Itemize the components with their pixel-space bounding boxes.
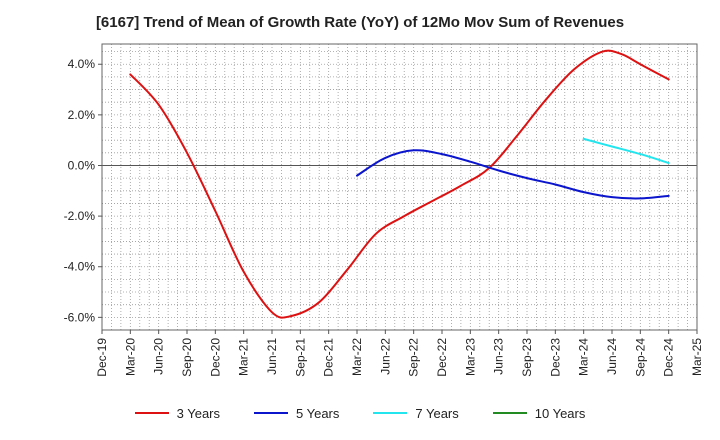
x-tick-label: Sep-24 <box>633 338 647 377</box>
legend-swatch <box>373 412 408 414</box>
series-line-3-years <box>129 49 670 319</box>
plot-frame <box>101 43 698 331</box>
legend-label: 5 Years <box>296 405 340 421</box>
y-tick-label: -4.0% <box>64 260 96 274</box>
series-line-5-years <box>356 149 670 200</box>
x-tick-label: Dec-23 <box>548 338 562 377</box>
legend-item-7-years: 7 Years <box>373 403 459 423</box>
x-tick-label: Mar-24 <box>577 338 591 376</box>
x-tick-label: Dec-21 <box>322 338 336 377</box>
x-tick-label: Jun-22 <box>378 338 392 375</box>
y-tick-label: 4.0% <box>68 57 96 71</box>
x-tick-label: Jun-20 <box>152 338 166 375</box>
x-tick-label: Mar-20 <box>123 338 137 376</box>
legend-item-3-years: 3 Years <box>134 403 220 423</box>
x-tick-label: Sep-23 <box>520 338 534 377</box>
legend-item-5-years: 5 Years <box>254 403 339 423</box>
y-tick-label: -2.0% <box>64 209 96 223</box>
y-tick-label: -6.0% <box>64 310 96 324</box>
legend-swatch <box>492 412 527 414</box>
x-tick-label: Mar-22 <box>350 338 364 376</box>
legend: 3 Years 5 Years 7 Years 10 Years <box>0 403 720 423</box>
y-axis: 4.0% 2.0% 0.0% -2.0% -4.0% -6.0% <box>64 57 102 324</box>
x-tick-label: Mar-23 <box>463 338 477 376</box>
x-tick-label: Jun-21 <box>265 338 279 375</box>
x-tick-label: Dec-22 <box>435 338 449 377</box>
legend-label: 10 Years <box>534 405 586 421</box>
x-tick-label: Sep-21 <box>293 338 307 377</box>
legend-swatch <box>254 412 288 414</box>
y-tick-label: 2.0% <box>68 108 96 122</box>
x-tick-label: Sep-20 <box>180 338 194 377</box>
x-axis: Dec-19 Mar-20 Jun-20 Sep-20 Dec-20 Mar-21 Jun-… <box>95 330 704 377</box>
x-tick-label: Jun-23 <box>492 338 506 375</box>
x-tick-label: Jun-24 <box>605 338 619 375</box>
x-tick-label: Sep-22 <box>407 338 421 377</box>
x-tick-label: Dec-20 <box>208 338 222 377</box>
legend-swatch <box>134 412 169 414</box>
grid <box>102 44 697 330</box>
chart-title: [6167] Trend of Mean of Growth Rate (YoY… <box>95 14 625 31</box>
x-tick-label: Dec-24 <box>662 338 676 377</box>
x-tick-label: Mar-25 <box>690 338 704 376</box>
series-line-7-years <box>582 137 670 164</box>
legend-label: 3 Years <box>176 405 220 421</box>
chart-area: 4.0% 2.0% 0.0% -2.0% -4.0% -6.0% Dec-19 Mar-20… <box>64 43 704 377</box>
legend-label: 7 Years <box>415 405 459 421</box>
series-layer <box>129 49 670 319</box>
legend-item-10-years: 10 Years <box>492 403 586 423</box>
y-tick-label: 0.0% <box>68 158 96 172</box>
x-tick-label: Mar-21 <box>237 338 251 376</box>
x-tick-label: Dec-19 <box>95 338 109 377</box>
